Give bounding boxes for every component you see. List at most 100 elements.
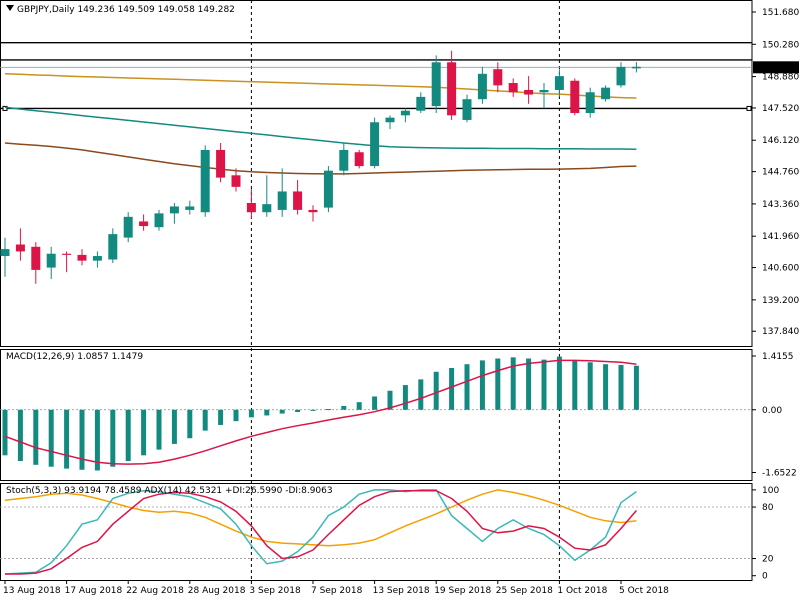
macd-bar [110, 409, 116, 467]
price-axis-label: 144.760 [762, 168, 799, 178]
macd-bar [356, 402, 362, 410]
macd-bar [587, 362, 593, 410]
candle-bear[interactable] [246, 202, 256, 213]
stoch-header: Stoch(5,3,3) 93.9194 78.4589 ADX(14) 42.… [6, 486, 333, 496]
macd-signal-line [4, 359, 637, 465]
candle-bear[interactable] [139, 221, 149, 227]
candle-bull[interactable] [277, 191, 287, 210]
candle-bear[interactable] [570, 80, 580, 114]
macd-bar [325, 408, 331, 410]
candle-bull[interactable] [92, 256, 102, 261]
macd-bar [387, 390, 393, 410]
macd-axis-label: -1.6522 [762, 468, 797, 478]
candle-bull[interactable] [185, 206, 195, 210]
candle-bull[interactable] [585, 92, 595, 114]
macd-bar [603, 364, 609, 410]
macd-bar [541, 359, 547, 410]
candle-bear[interactable] [77, 254, 87, 261]
stoch-signal-line [5, 489, 637, 575]
macd-bar [171, 409, 177, 444]
macd-bar [510, 357, 516, 410]
date-axis-label: 28 Aug 2018 [188, 586, 246, 596]
candle-bear[interactable] [493, 69, 503, 86]
candle-bull[interactable] [108, 234, 118, 260]
macd-bar [156, 409, 162, 450]
stoch-axis-label: 20 [762, 555, 774, 565]
candle-bull[interactable] [616, 66, 626, 86]
candle-bear[interactable] [524, 89, 534, 95]
candle-bear[interactable] [447, 62, 457, 116]
date-axis-label: 25 Sep 2018 [496, 586, 553, 596]
macd-bar [33, 409, 39, 465]
level-handle[interactable] [2, 105, 8, 111]
candle-bull[interactable] [154, 213, 164, 228]
ma-gold-line [4, 73, 637, 99]
date-axis-label: 7 Sep 2018 [311, 586, 363, 596]
macd-bar [572, 360, 578, 410]
triangle-down-icon[interactable] [6, 5, 14, 11]
symbol-info: GBPJPY,Daily 149.236 149.509 149.058 149… [17, 5, 235, 15]
candle-bull[interactable] [539, 89, 549, 93]
candle-bull[interactable] [123, 216, 133, 238]
candle-bull[interactable] [431, 62, 441, 107]
candle-bull[interactable] [0, 249, 10, 257]
candle-bull[interactable] [46, 253, 56, 268]
candle-bull[interactable] [323, 170, 333, 208]
macd-bar [279, 409, 285, 414]
price-axis-label: 143.360 [762, 200, 799, 210]
candle-bull[interactable] [601, 87, 611, 100]
macd-bar [479, 360, 485, 410]
candle-bear[interactable] [15, 244, 25, 252]
candle-bear[interactable] [31, 246, 41, 270]
candle-bear[interactable] [216, 149, 226, 178]
candle-bear[interactable] [231, 175, 241, 187]
macd-bar [556, 356, 562, 410]
macd-bar [233, 409, 239, 422]
macd-bar [48, 409, 54, 467]
candle-bull[interactable] [339, 149, 349, 171]
candle-bull[interactable] [416, 96, 426, 111]
macd-bar [633, 365, 639, 410]
macd-bar [2, 409, 8, 456]
candle-bull[interactable] [462, 99, 472, 120]
current-price-tag-label: 149.282 [760, 64, 797, 74]
macd-bar [495, 358, 501, 410]
candle-bull[interactable] [385, 117, 395, 123]
candle-bull[interactable] [400, 110, 410, 116]
stoch-axis-label: 100 [762, 486, 779, 496]
ma-teal-line [4, 106, 637, 150]
candle-bear[interactable] [354, 152, 364, 167]
macd-bar [310, 409, 316, 411]
symbol-header: GBPJPY,Daily 149.236 149.509 149.058 149… [6, 5, 235, 15]
macd-bar [372, 396, 378, 410]
candle-bull[interactable] [631, 67, 641, 69]
macd-bar [295, 409, 301, 413]
candle-bull[interactable] [477, 73, 487, 100]
stoch-axis-label: 80 [762, 503, 774, 513]
candle-bear[interactable] [508, 83, 518, 93]
macd-bar [449, 367, 455, 410]
macd-bar [218, 409, 224, 425]
macd-bar [433, 371, 439, 410]
macd-axis-label: 0.00 [762, 406, 782, 416]
level-handle[interactable] [746, 105, 752, 111]
candle-bear[interactable] [62, 253, 72, 255]
candle-bear[interactable] [308, 209, 318, 213]
candle-bull[interactable] [169, 206, 179, 214]
stoch-main-line [4, 489, 637, 575]
macd-pane-frame [0, 349, 753, 481]
candle-bull[interactable] [554, 76, 564, 90]
macd-bar [141, 409, 147, 456]
macd-header: MACD(12,26,9) 1.0857 1.1479 [6, 352, 144, 362]
candle-bear[interactable] [293, 191, 303, 210]
candle-bull[interactable] [370, 122, 380, 167]
price-axis-label: 139.200 [762, 296, 799, 306]
macd-bar [79, 409, 85, 470]
candle-bull[interactable] [262, 204, 272, 213]
candle-bull[interactable] [200, 149, 210, 213]
price-axis-label: 140.600 [762, 264, 799, 274]
date-axis-label: 3 Sep 2018 [249, 586, 301, 596]
macd-bar [17, 409, 23, 462]
